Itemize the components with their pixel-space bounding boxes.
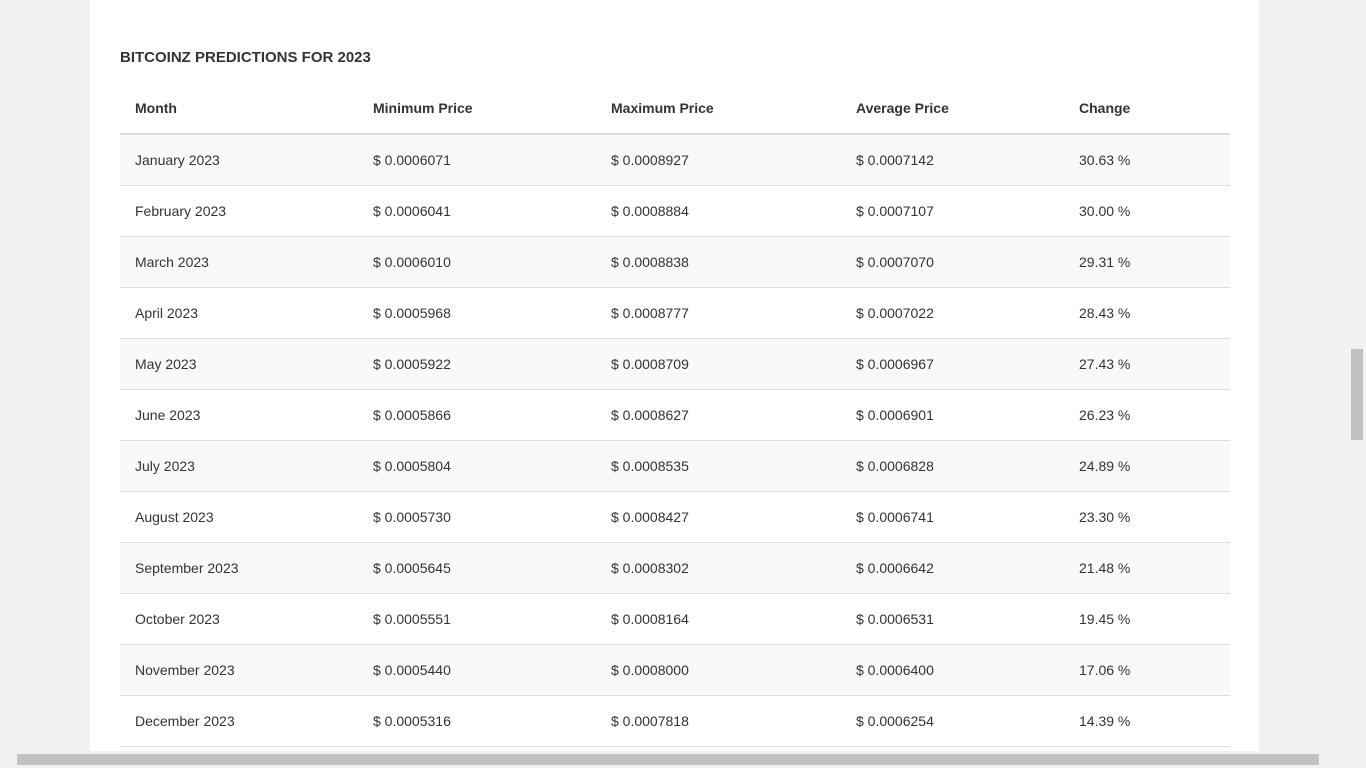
table-row: July 2023 $ 0.0005804 $ 0.0008535 $ 0.00068… xyxy=(120,440,1230,492)
column-header: Change xyxy=(1079,82,1230,135)
table-cell: $ 0.0006254 xyxy=(856,695,1079,747)
table-cell: 30.63 % xyxy=(1079,134,1230,186)
table-cell: May 2023 xyxy=(120,338,373,390)
table-row: November 2023 $ 0.0005440 $ 0.0008000 $ 0.0… xyxy=(120,644,1230,696)
table-cell: $ 0.0005440 xyxy=(373,644,611,696)
table-cell: $ 0.0006642 xyxy=(856,542,1079,594)
header-row: Month Minimum Price Maximum Price Average P… xyxy=(120,82,1230,135)
table-cell: $ 0.0006071 xyxy=(373,134,611,186)
table-cell: $ 0.0008000 xyxy=(611,644,856,696)
table-cell: June 2023 xyxy=(120,389,373,441)
table-cell: $ 0.0006828 xyxy=(856,440,1079,492)
table-cell: $ 0.0006967 xyxy=(856,338,1079,390)
table-cell: $ 0.0006010 xyxy=(373,236,611,288)
table-row: February 2023 $ 0.0006041 $ 0.0008884 $ 0.0… xyxy=(120,185,1230,237)
table-row: December 2023 $ 0.0005316 $ 0.0007818 $ 0.0… xyxy=(120,695,1230,747)
table-row: March 2023 $ 0.0006010 $ 0.0008838 $ 0.0007… xyxy=(120,236,1230,288)
table-cell: 28.43 % xyxy=(1079,287,1230,339)
table-cell: October 2023 xyxy=(120,593,373,645)
table-row: January 2023 $ 0.0006071 $ 0.0008927 $ 0.00… xyxy=(120,134,1230,186)
table-cell: $ 0.0008709 xyxy=(611,338,856,390)
table-cell: August 2023 xyxy=(120,491,373,543)
table-cell: $ 0.0008427 xyxy=(611,491,856,543)
prediction-table: Month Minimum Price Maximum Price Average P… xyxy=(120,82,1230,747)
table-cell: $ 0.0005645 xyxy=(373,542,611,594)
table-row: May 2023 $ 0.0005922 $ 0.0008709 $ 0.000696… xyxy=(120,338,1230,390)
table-cell: November 2023 xyxy=(120,644,373,696)
table-cell: $ 0.0005968 xyxy=(373,287,611,339)
table-cell: $ 0.0008535 xyxy=(611,440,856,492)
table-row: June 2023 $ 0.0005866 $ 0.0008627 $ 0.00069… xyxy=(120,389,1230,441)
table-cell: April 2023 xyxy=(120,287,373,339)
table-row: October 2023 $ 0.0005551 $ 0.0008164 $ 0.00… xyxy=(120,593,1230,645)
table-cell: $ 0.0007070 xyxy=(856,236,1079,288)
table-cell: $ 0.0005922 xyxy=(373,338,611,390)
table-cell: September 2023 xyxy=(120,542,373,594)
column-header: Month xyxy=(120,82,373,135)
table-cell: 23.30 % xyxy=(1079,491,1230,543)
table-cell: $ 0.0005551 xyxy=(373,593,611,645)
table-cell: $ 0.0005316 xyxy=(373,695,611,747)
table-cell: July 2023 xyxy=(120,440,373,492)
table-cell: $ 0.0007818 xyxy=(611,695,856,747)
table-row: September 2023 $ 0.0005645 $ 0.0008302 $ 0.… xyxy=(120,542,1230,594)
table-cell: $ 0.0005804 xyxy=(373,440,611,492)
table-cell: $ 0.0008777 xyxy=(611,287,856,339)
table-row: April 2023 $ 0.0005968 $ 0.0008777 $ 0.0007… xyxy=(120,287,1230,339)
table-cell: December 2023 xyxy=(120,695,373,747)
table-cell: $ 0.0005730 xyxy=(373,491,611,543)
table-row: August 2023 $ 0.0005730 $ 0.0008427 $ 0.000… xyxy=(120,491,1230,543)
column-header: Average Price xyxy=(856,82,1079,135)
table-cell: 27.43 % xyxy=(1079,338,1230,390)
table-cell: 21.48 % xyxy=(1079,542,1230,594)
scroll-thumb[interactable] xyxy=(1351,349,1363,440)
table-cell: February 2023 xyxy=(120,185,373,237)
column-header: Minimum Price xyxy=(373,82,611,135)
section-title: BITCOINZ PREDICTIONS FOR 2023 xyxy=(120,49,371,66)
scroll-thumb[interactable] xyxy=(17,754,1319,765)
table-cell: $ 0.0008927 xyxy=(611,134,856,186)
horizontal-scrollbar[interactable] xyxy=(0,751,1366,768)
content: BITCOINZ PREDICTIONS FOR 2023 Month Minim… xyxy=(90,0,1259,751)
table-cell: $ 0.0006901 xyxy=(856,389,1079,441)
table-cell: $ 0.0008302 xyxy=(611,542,856,594)
table-cell: $ 0.0005866 xyxy=(373,389,611,441)
table-cell: $ 0.0006041 xyxy=(373,185,611,237)
table-cell: $ 0.0007022 xyxy=(856,287,1079,339)
column-header: Maximum Price xyxy=(611,82,856,135)
table-cell: $ 0.0007142 xyxy=(856,134,1079,186)
table-cell: 14.39 % xyxy=(1079,695,1230,747)
table-cell: 30.00 % xyxy=(1079,185,1230,237)
table-cell: 29.31 % xyxy=(1079,236,1230,288)
table-cell: 26.23 % xyxy=(1079,389,1230,441)
vertical-scrollbar[interactable] xyxy=(1349,0,1366,751)
table-cell: $ 0.0006741 xyxy=(856,491,1079,543)
table-cell: $ 0.0006531 xyxy=(856,593,1079,645)
table-cell: $ 0.0008884 xyxy=(611,185,856,237)
table-cell: January 2023 xyxy=(120,134,373,186)
table-cell: $ 0.0008838 xyxy=(611,236,856,288)
table-cell: March 2023 xyxy=(120,236,373,288)
table-cell: 24.89 % xyxy=(1079,440,1230,492)
table-cell: 19.45 % xyxy=(1079,593,1230,645)
table-cell: $ 0.0007107 xyxy=(856,185,1079,237)
table-cell: $ 0.0008164 xyxy=(611,593,856,645)
table-cell: $ 0.0006400 xyxy=(856,644,1079,696)
table-cell: 17.06 % xyxy=(1079,644,1230,696)
table-cell: $ 0.0008627 xyxy=(611,389,856,441)
table-body: January 2023 $ 0.0006071 $ 0.0008927 $ 0.00… xyxy=(120,134,1230,747)
